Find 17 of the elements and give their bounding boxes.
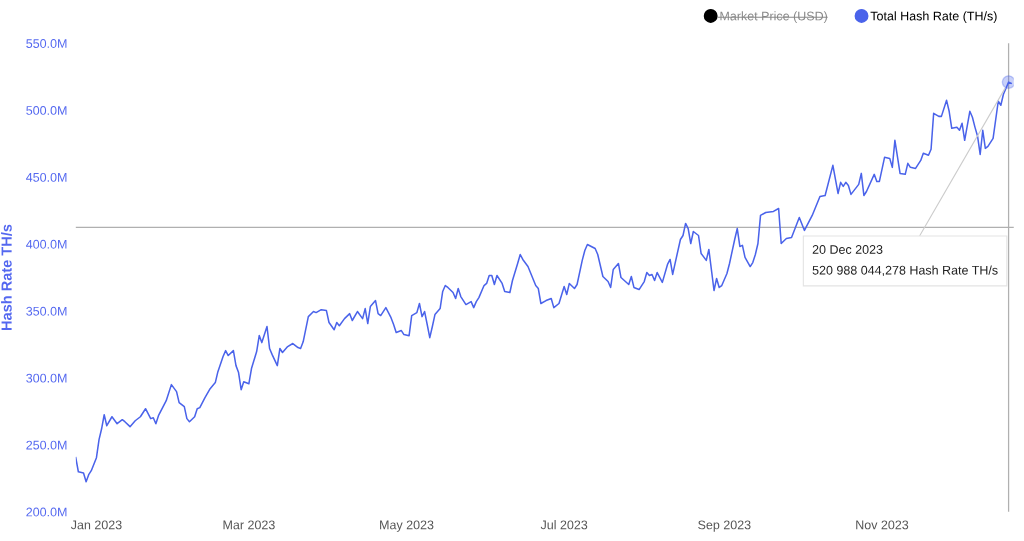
y-tick-label: 450.0M bbox=[26, 172, 67, 182]
y-axis-title: Hash Rate TH/s bbox=[1, 224, 12, 331]
x-tick-label: Sep 2023 bbox=[698, 520, 751, 532]
annotation: 20 Dec 2023 520 988 044,278 Hash Rate TH/s bbox=[812, 245, 998, 277]
x-tick-label: Mar 2023 bbox=[223, 520, 275, 530]
y-tick-label: 250.0M bbox=[26, 440, 67, 450]
x-tick-label: Nov 2023 bbox=[856, 520, 909, 530]
y-tick-label: 500.0M bbox=[26, 106, 67, 115]
y-tick-label: 350.0M bbox=[26, 306, 67, 316]
y-tick-label: 300.0M bbox=[26, 373, 67, 383]
y-tick-label: 200.0M bbox=[26, 507, 67, 517]
x-tick-label: May 2023 bbox=[380, 520, 434, 532]
legend-label: Total Hash Rate (TH/s) bbox=[870, 11, 997, 23]
x-tick-label: Jul 2023 bbox=[540, 520, 588, 530]
y-tick-label: 400.0M bbox=[26, 239, 67, 249]
y-tick-label: 550.0M bbox=[26, 39, 67, 48]
x-tick-label: Jan 2023 bbox=[70, 520, 122, 530]
